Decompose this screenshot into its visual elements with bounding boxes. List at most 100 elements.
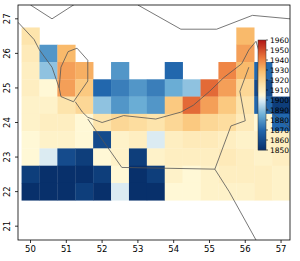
outline xyxy=(138,5,290,29)
color-bar-step xyxy=(258,101,266,102)
color-bar-step xyxy=(258,63,266,64)
x-tick-label: 57 xyxy=(276,244,287,254)
color-bar-step xyxy=(258,57,266,58)
color-bar-step xyxy=(258,51,266,52)
cell xyxy=(129,97,147,115)
cell xyxy=(236,183,254,201)
cell xyxy=(129,148,147,166)
color-bar-step xyxy=(258,49,266,50)
color-bar-step xyxy=(258,90,266,91)
color-bar-step xyxy=(258,58,266,59)
cell xyxy=(39,114,57,132)
cell xyxy=(75,183,93,201)
cell xyxy=(111,97,129,115)
cell xyxy=(147,148,165,166)
cell xyxy=(129,131,147,149)
color-bar-step xyxy=(258,131,266,132)
cell xyxy=(272,183,290,201)
x-tick-label: 50 xyxy=(25,244,36,254)
color-tick xyxy=(266,140,268,141)
cell xyxy=(147,114,165,132)
color-bar-step xyxy=(258,44,266,45)
cell xyxy=(111,62,129,80)
color-tick-label: 1860 xyxy=(270,136,289,145)
cells xyxy=(22,27,290,200)
color-bar-step xyxy=(258,128,266,129)
color-bar-step xyxy=(258,125,266,126)
color-bar-step xyxy=(258,88,266,89)
color-tick xyxy=(266,50,268,51)
color-bar-step xyxy=(258,46,266,47)
y-tick xyxy=(15,191,18,192)
cell xyxy=(39,148,57,166)
color-tick xyxy=(266,70,268,71)
color-bar-step xyxy=(258,124,266,125)
color-tick xyxy=(266,60,268,61)
x-tick xyxy=(102,240,103,243)
color-bar-step xyxy=(258,82,266,83)
x-tick-label: 56 xyxy=(240,244,251,254)
color-tick-label: 1940 xyxy=(270,56,289,65)
cell xyxy=(218,79,236,97)
x-tick xyxy=(30,240,31,243)
x-tick-label: 52 xyxy=(97,244,108,254)
color-tick xyxy=(266,110,268,111)
color-tick xyxy=(266,90,268,91)
cell xyxy=(165,131,183,149)
cell xyxy=(111,79,129,97)
color-bar-step xyxy=(258,142,266,143)
cell xyxy=(183,114,201,132)
color-tick-label: 1920 xyxy=(270,76,289,85)
color-bar-step xyxy=(258,108,266,109)
color-bar-step xyxy=(258,144,266,145)
cell xyxy=(57,166,75,184)
color-tick xyxy=(266,120,268,121)
cell xyxy=(183,97,201,115)
color-bar-step xyxy=(258,84,266,85)
color-bar-step xyxy=(258,98,266,99)
color-bar-step xyxy=(258,48,266,49)
outline xyxy=(88,119,256,240)
cell xyxy=(75,148,93,166)
color-bar-step xyxy=(258,47,266,48)
cell xyxy=(183,148,201,166)
color-bar-step xyxy=(258,130,266,131)
color-bar-step xyxy=(258,77,266,78)
cell xyxy=(111,166,129,184)
cell xyxy=(75,79,93,97)
cell xyxy=(218,131,236,149)
color-tick xyxy=(266,100,268,101)
cell xyxy=(111,148,129,166)
color-tick xyxy=(266,40,268,41)
cell xyxy=(218,148,236,166)
color-tick-label: 1890 xyxy=(270,106,289,115)
color-bar-step xyxy=(258,66,266,67)
color-bar-step xyxy=(258,86,266,87)
x-tick-label: 53 xyxy=(132,244,143,254)
color-bar-step xyxy=(258,114,266,115)
cell xyxy=(218,62,236,80)
color-bar-step xyxy=(258,50,266,51)
cell xyxy=(93,148,111,166)
color-bar-step xyxy=(258,70,266,71)
color-bar-step xyxy=(258,116,266,117)
cell xyxy=(39,166,57,184)
color-bar-step xyxy=(258,120,266,121)
color-bar-step xyxy=(258,62,266,63)
color-tick xyxy=(266,150,268,151)
x-tick-label: 51 xyxy=(61,244,72,254)
cell xyxy=(183,183,201,201)
color-bar-step xyxy=(258,83,266,84)
x-tick-label: 54 xyxy=(168,244,179,254)
color-bar-step xyxy=(258,148,266,149)
cell xyxy=(183,131,201,149)
color-bar-step xyxy=(258,41,266,42)
cell xyxy=(201,148,219,166)
cell xyxy=(236,131,254,149)
cell xyxy=(165,183,183,201)
color-bar-step xyxy=(258,75,266,76)
cell xyxy=(254,183,272,201)
color-bar-step xyxy=(258,145,266,146)
x-tick xyxy=(173,240,174,243)
color-bar-step xyxy=(258,76,266,77)
